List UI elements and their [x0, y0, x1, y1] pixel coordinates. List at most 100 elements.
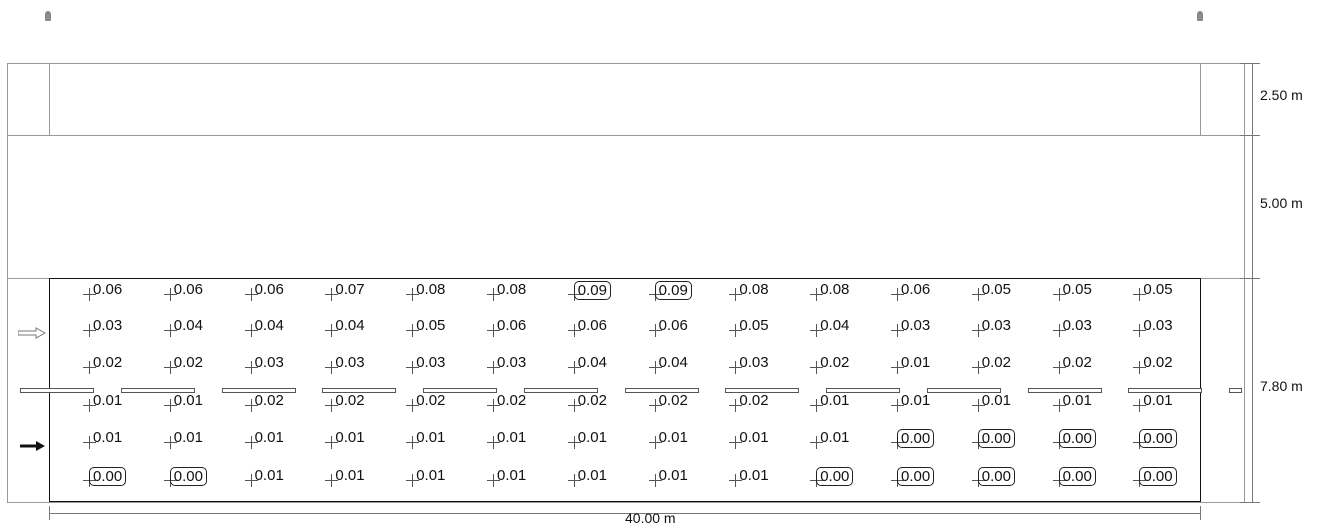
grid-value: 0.03 [335, 354, 365, 371]
grid-value: 0.06 [658, 317, 688, 334]
grid-value: 0.00 [977, 429, 1015, 448]
grid-value: 0.01 [416, 467, 446, 484]
luminaire-icon [1229, 388, 1242, 393]
grid-value: 0.04 [577, 354, 607, 371]
luminaire-icon [322, 388, 396, 393]
grid-value: 0.01 [173, 392, 203, 409]
grid-point-icon [729, 288, 743, 301]
grid-point-icon [810, 288, 824, 301]
grid-value: 0.01 [254, 467, 284, 484]
grid-point-icon [406, 399, 420, 412]
grid-point-icon [244, 399, 258, 412]
grid-point-icon [1133, 361, 1147, 374]
grid-point-icon [891, 399, 904, 412]
grid-point-icon [406, 288, 420, 301]
grid-point-icon [163, 324, 177, 337]
grid-point-icon [325, 361, 339, 374]
grid-value: 0.05 [981, 281, 1011, 298]
luminaire-icon [1028, 388, 1102, 393]
grid-value: 0.01 [335, 429, 365, 446]
grid-value: 0.06 [93, 281, 123, 298]
grid-point-icon [1133, 288, 1147, 301]
grid-value: 0.01 [335, 467, 365, 484]
grid-value: 0.00 [169, 467, 207, 486]
luminaire-icon [625, 388, 699, 393]
grid-value: 0.08 [416, 281, 446, 298]
luminaire-icon [826, 388, 900, 393]
luminaire-icon [524, 388, 598, 393]
grid-point-icon [729, 399, 743, 412]
grid-value: 0.02 [981, 354, 1011, 371]
grid-value: 0.02 [739, 392, 769, 409]
grid-point-icon [487, 324, 500, 337]
grid-value: 0.02 [173, 354, 203, 371]
grid-point-icon [891, 361, 904, 374]
grid-value: 0.01 [901, 392, 931, 409]
grid-point-icon [810, 324, 824, 337]
grid-value: 0.01 [93, 429, 123, 446]
grid-point-icon [487, 436, 500, 449]
grid-point-icon [487, 399, 500, 412]
grid-value: 0.02 [820, 354, 850, 371]
grid-value: 0.00 [1139, 429, 1177, 448]
grid-point-icon [1133, 324, 1147, 337]
grid-point-icon [648, 324, 662, 337]
grid-point-icon [971, 324, 985, 337]
grid-value: 0.08 [820, 281, 850, 298]
grid-value: 0.05 [1062, 281, 1092, 298]
grid-value: 0.01 [981, 392, 1011, 409]
grid-value: 0.01 [658, 467, 688, 484]
grid-value: 0.01 [901, 354, 931, 371]
grid-point-icon [487, 474, 500, 487]
grid-point-icon [244, 474, 258, 487]
grid-value: 0.01 [416, 429, 446, 446]
grid-value: 0.08 [497, 281, 527, 298]
grid-value: 0.07 [335, 281, 365, 298]
grid-value: 0.05 [416, 317, 446, 334]
grid-point-icon [83, 288, 96, 301]
grid-value: 0.06 [173, 281, 203, 298]
grid-point-icon [244, 324, 258, 337]
grid-point-icon [325, 474, 339, 487]
grid-point-icon [729, 324, 743, 337]
grid-point-icon [1052, 399, 1066, 412]
grid-value: 0.01 [497, 429, 527, 446]
height-label: 7.80 m [1260, 378, 1303, 394]
pole-icon [1197, 11, 1203, 21]
grid-value: 0.02 [1143, 354, 1173, 371]
grid-value: 0.03 [1143, 317, 1173, 334]
grid-point-icon [406, 324, 420, 337]
luminaire-icon [121, 388, 195, 393]
grid-value: 0.02 [658, 392, 688, 409]
grid-value: 0.02 [93, 354, 123, 371]
grid-point-icon [567, 436, 581, 449]
grid-value: 0.03 [497, 354, 527, 371]
grid-point-icon [1133, 399, 1147, 412]
grid-point-icon [729, 361, 743, 374]
grid-value: 0.05 [739, 317, 769, 334]
grid-value: 0.01 [658, 429, 688, 446]
grid-point-icon [83, 436, 96, 449]
grid-point-icon [971, 288, 985, 301]
grid-value: 0.05 [1143, 281, 1173, 298]
grid-value: 0.04 [335, 317, 365, 334]
grid-value: 0.01 [739, 429, 769, 446]
grid-point-icon [325, 288, 339, 301]
grid-value: 0.03 [901, 317, 931, 334]
grid-point-icon [891, 324, 904, 337]
height-label: 2.50 m [1260, 87, 1303, 103]
grid-value: 0.01 [1062, 392, 1092, 409]
height-label: 5.00 m [1260, 195, 1303, 211]
grid-point-icon [729, 436, 743, 449]
grid-value: 0.03 [93, 317, 123, 334]
solid-arrow-icon [20, 441, 45, 451]
grid-point-icon [1052, 324, 1066, 337]
grid-value: 0.03 [1062, 317, 1092, 334]
grid-value: 0.01 [820, 392, 850, 409]
grid-point-icon [325, 436, 339, 449]
grid-point-icon [163, 436, 177, 449]
grid-value: 0.00 [1058, 467, 1096, 486]
grid-value: 0.01 [497, 467, 527, 484]
grid-value: 0.02 [416, 392, 446, 409]
pole-icon [45, 11, 51, 21]
